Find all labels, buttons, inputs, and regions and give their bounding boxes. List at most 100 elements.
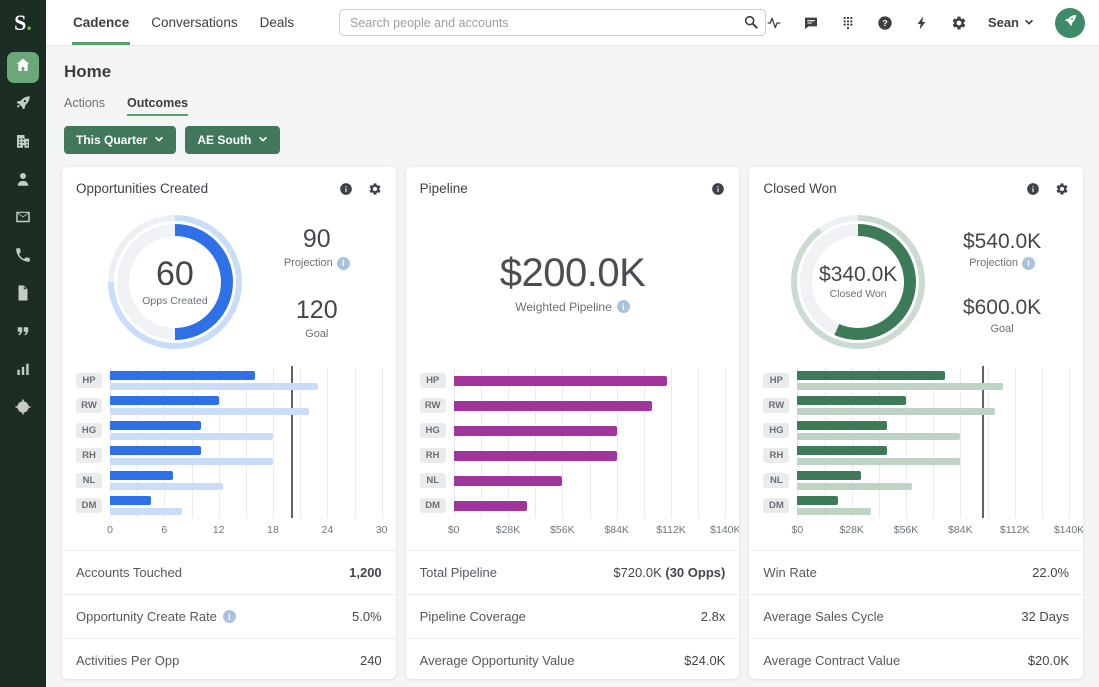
search-icon[interactable] [743, 14, 759, 35]
metric-label: Activities Per Opp [76, 653, 180, 668]
stat-projection: 90 Projection i [284, 225, 350, 270]
card-title: Closed Won [763, 181, 837, 196]
info-icon[interactable]: i [1022, 256, 1036, 270]
metric-value: 32 Days [1021, 609, 1070, 624]
nav-tab-deals[interactable]: Deals [259, 15, 295, 30]
nav-tab-cadence[interactable]: Cadence [62, 0, 140, 45]
sidebar-item-email[interactable] [7, 204, 39, 235]
info-icon[interactable]: i [336, 256, 350, 270]
sidebar-item-home[interactable] [7, 52, 39, 83]
axis-tick-label: 18 [267, 524, 279, 536]
sidebar-item-accounts[interactable] [7, 128, 39, 159]
tab-actions[interactable]: Actions [64, 96, 105, 110]
gridline [1041, 368, 1043, 518]
app-logo[interactable]: S. [0, 0, 46, 46]
gridline [906, 368, 907, 518]
table-row: Activities Per Opp 240 [62, 638, 396, 679]
user-avatar[interactable] [1055, 7, 1085, 38]
gridline [245, 368, 247, 518]
sidebar-item-coaching[interactable] [7, 394, 39, 425]
sidebar-item-cadences[interactable] [7, 90, 39, 121]
user-menu[interactable]: Sean [988, 15, 1034, 30]
donut-stats: 90 Projection i 120 Goal [284, 225, 350, 340]
info-icon[interactable]: i [222, 610, 236, 623]
filter-button-ae-south[interactable]: AE South [185, 126, 281, 154]
user-name: Sean [987, 15, 1019, 30]
chart-row: HP [763, 368, 1069, 393]
gridline [851, 368, 853, 518]
stat-value: $540.0K [962, 229, 1042, 253]
sidebar-item-people[interactable] [7, 166, 39, 197]
info-icon[interactable]: i [616, 300, 630, 313]
gridline [191, 368, 193, 518]
rep-label-chip: NL [76, 473, 102, 488]
bar-actual [797, 421, 887, 430]
rep-label-chip: RW [763, 398, 790, 413]
settings-icon[interactable] [1055, 182, 1069, 196]
sidebar-item-documents[interactable] [7, 280, 39, 311]
metric-label: Accounts Touched [76, 565, 182, 580]
gridline [137, 368, 139, 518]
bar-projection [797, 458, 961, 465]
rep-bar-chart: HP RW HG RH NL DM 0 6 12 18 24 30 [62, 362, 396, 542]
search-input[interactable] [339, 9, 766, 36]
home-icon [14, 56, 32, 79]
activity-icon[interactable] [766, 15, 782, 31]
logo-dot: . [26, 10, 32, 35]
filter-button-this-quarter[interactable]: This Quarter [64, 126, 177, 154]
rep-label-chip: DM [76, 498, 102, 513]
bar-projection [110, 508, 183, 515]
info-icon[interactable] [339, 182, 353, 196]
bar-actual [110, 421, 201, 430]
chart-row: RW [76, 393, 382, 418]
metric-value: 240 [359, 653, 382, 668]
rep-label-chip: HG [419, 423, 446, 438]
chart-row: NL [763, 468, 1069, 493]
chat-icon[interactable] [803, 15, 819, 31]
table-row: Average Opportunity Value $24.0K [405, 638, 740, 679]
sidebar-item-conversations[interactable] [7, 318, 39, 349]
help-icon[interactable]: ? [877, 15, 893, 31]
sidebar-item-analytics[interactable] [7, 356, 39, 387]
logo-letter: S [14, 10, 27, 35]
filter-bar: This Quarter AE South [64, 126, 1083, 154]
sidebar-nav [7, 52, 39, 425]
kpi-cards: Opportunities Created 60 Opps Created 90… [62, 167, 1084, 679]
axis-tick-label: $140K [710, 524, 740, 536]
search-box [339, 9, 766, 36]
bar-actual [797, 496, 839, 505]
stat-value: 90 [302, 224, 331, 253]
stat-label: Projection [969, 257, 1019, 269]
metric-value: 2.8x [700, 609, 726, 624]
chart-row: NL [419, 468, 726, 493]
donut-label: Closed Won [829, 288, 887, 301]
axis-tick-label: $0 [447, 524, 460, 536]
bar-chart-icon [14, 360, 32, 383]
gear-icon[interactable] [951, 15, 967, 31]
tab-outcomes[interactable]: Outcomes [127, 96, 189, 116]
donut-stats: $540.0K Projection i $600.0K Goal [963, 230, 1041, 335]
info-icon[interactable] [1026, 182, 1040, 196]
chart-row: RH [76, 443, 382, 468]
info-icon[interactable] [711, 182, 725, 196]
bar-projection [110, 483, 224, 490]
axis-tick-label: 6 [161, 524, 168, 536]
svg-text:?: ? [882, 18, 887, 28]
gridline [797, 368, 799, 518]
bar-projection [797, 508, 872, 515]
lightning-icon[interactable] [914, 15, 930, 31]
axis-tick-label: 0 [107, 524, 113, 536]
sidebar-item-calls[interactable] [7, 242, 39, 273]
dialpad-icon[interactable] [840, 15, 856, 31]
table-row: Pipeline Coverage 2.8x [405, 594, 740, 638]
donut-value: $340.0K [819, 262, 898, 286]
chart-row: DM [419, 493, 726, 518]
bar-actual [453, 500, 528, 511]
bar-actual [453, 375, 668, 386]
rep-label-chip: RH [419, 448, 446, 463]
metric-table: Accounts Touched 1,200 Opportunity Create … [62, 550, 396, 679]
axis-tick-label: 30 [375, 524, 388, 536]
table-row: Opportunity Create Rate i 5.0% [62, 594, 396, 638]
nav-tab-conversations[interactable]: Conversations [151, 15, 238, 30]
settings-icon[interactable] [368, 182, 382, 196]
